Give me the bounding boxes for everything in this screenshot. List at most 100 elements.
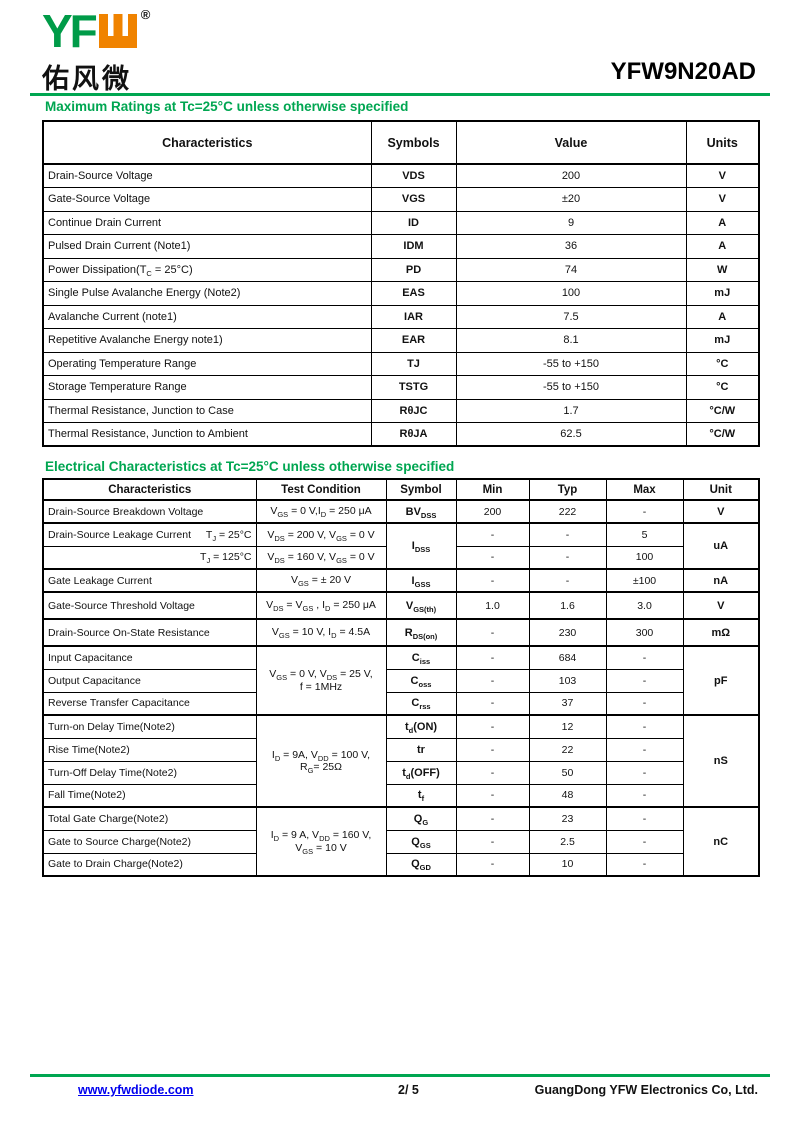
value-cell: 74 xyxy=(455,257,687,282)
typ-cell: 50 xyxy=(528,760,607,785)
typ-cell: 103 xyxy=(528,668,607,693)
symbol-cell: RDS(on) xyxy=(385,618,457,647)
characteristic-cell: Power Dissipation(TC = 25°C) xyxy=(42,257,372,282)
unit-cell: °C/W xyxy=(685,422,760,447)
typ-cell: 222 xyxy=(528,499,607,524)
characteristic-cell: Drain-Source Breakdown Voltage xyxy=(42,499,257,524)
characteristic-cell: Gate-Source Voltage xyxy=(42,187,372,212)
website-link[interactable]: www.yfwdiode.com xyxy=(78,1083,194,1097)
characteristic-cell: Repetitive Avalanche Energy note1) xyxy=(42,328,372,353)
unit-cell: °C/W xyxy=(685,398,760,423)
table-row: Storage Temperature Range TSTG -55 to +150… xyxy=(42,375,760,400)
unit-cell: °C xyxy=(685,375,760,400)
unit-cell: °C xyxy=(685,351,760,376)
value-cell: 9 xyxy=(455,210,687,235)
characteristic-cell: Rise Time(Note2) xyxy=(42,737,257,762)
symbol-cell: RθJA xyxy=(370,422,457,447)
characteristic-cell: Pulsed Drain Current (Note1) xyxy=(42,234,372,259)
typ-cell: 10 xyxy=(528,852,607,877)
max-cell: - xyxy=(605,714,684,739)
typ-cell: - xyxy=(528,545,607,570)
max-cell: - xyxy=(605,737,684,762)
table-row: Turn-on Delay Time(Note2) ID = 9A, VDD =… xyxy=(42,714,760,808)
max-cell: - xyxy=(605,668,684,693)
typ-cell: 1.6 xyxy=(528,591,607,620)
characteristic-cell: Drain-Source On-State Resistance xyxy=(42,618,257,647)
max-cell: ±100 xyxy=(605,568,684,593)
max-cell: 100 xyxy=(605,545,684,570)
typ-cell: 12 xyxy=(528,714,607,739)
value-cell: 1.7 xyxy=(455,398,687,423)
symbol-cell: Coss xyxy=(385,668,457,693)
condition-label: TJ = 25°C xyxy=(205,528,252,543)
symbol-cell: IGSS xyxy=(385,568,457,593)
page-footer: www.yfwdiode.com 2/ 5 GuangDong YFW Elec… xyxy=(42,1083,758,1097)
symbol-cell: TJ xyxy=(370,351,457,376)
unit-cell: nA xyxy=(682,568,760,593)
test-condition-cell: VDS = 200 V, VGS = 0 V xyxy=(255,522,387,547)
unit-cell: mJ xyxy=(685,328,760,353)
table-row: Output Capacitance Coss - 103 - xyxy=(42,668,759,693)
electrical-characteristics-table: Characteristics Test Condition Symbol Mi… xyxy=(42,478,760,877)
min-cell: - xyxy=(455,760,530,785)
unit-cell: A xyxy=(685,304,760,329)
typ-cell: - xyxy=(528,568,607,593)
electrical-characteristics-heading: Electrical Characteristics at Tc=25°C un… xyxy=(45,459,455,474)
min-cell: 1.0 xyxy=(455,591,530,620)
table-row: Drain-Source Breakdown Voltage VGS = 0 V… xyxy=(42,499,760,524)
table-row: Gate to Drain Charge(Note2) QGD - 10 - xyxy=(42,852,759,877)
characteristic-cell: Operating Temperature Range xyxy=(42,351,372,376)
symbol-cell: VGS(th) xyxy=(385,591,457,620)
min-cell: - xyxy=(455,829,530,854)
characteristic-cell: Gate to Source Charge(Note2) xyxy=(42,829,257,854)
col-symbol: Symbol xyxy=(385,478,457,501)
test-condition-cell: ID = 9A, VDD = 100 V, RG= 25Ω xyxy=(255,714,387,808)
table-row: Avalanche Current (note1) IAR 7.5 A xyxy=(42,304,760,329)
symbol-cell: Ciss xyxy=(385,645,457,670)
symbol-cell: tr xyxy=(385,737,457,762)
symbol-cell: IDSS xyxy=(385,522,457,570)
company-name: GuangDong YFW Electronics Co, Ltd. xyxy=(534,1083,758,1097)
symbol-cell: Crss xyxy=(385,691,457,716)
max-cell: - xyxy=(605,499,684,524)
max-cell: - xyxy=(605,829,684,854)
symbol-cell: EAR xyxy=(370,328,457,353)
unit-cell: nS xyxy=(682,714,760,808)
value-cell: 200 xyxy=(455,163,687,188)
min-cell: - xyxy=(455,714,530,739)
value-cell: -55 to +150 xyxy=(455,375,687,400)
value-cell: -55 to +150 xyxy=(455,351,687,376)
unit-cell: V xyxy=(685,187,760,212)
max-cell: - xyxy=(605,806,684,831)
unit-cell: W xyxy=(685,257,760,282)
unit-cell: mΩ xyxy=(682,618,760,647)
table-row: Input Capacitance VGS = 0 V, VDS = 25 V,… xyxy=(42,645,760,716)
unit-cell: V xyxy=(682,591,760,620)
table-row: Single Pulse Avalanche Energy (Note2) EAS… xyxy=(42,281,760,306)
page-number: 2/ 5 xyxy=(398,1083,419,1097)
min-cell: - xyxy=(455,545,530,570)
min-cell: - xyxy=(455,737,530,762)
typ-cell: 23 xyxy=(528,806,607,831)
characteristic-cell: Avalanche Current (note1) xyxy=(42,304,372,329)
table-row: Repetitive Avalanche Energy note1) EAR 8.1… xyxy=(42,328,760,353)
typ-cell: 22 xyxy=(528,737,607,762)
max-cell: - xyxy=(605,691,684,716)
max-cell: - xyxy=(605,852,684,877)
symbol-cell: VDS xyxy=(370,163,457,188)
col-min: Min xyxy=(455,478,530,501)
characteristic-cell: Drain-Source Voltage xyxy=(42,163,372,188)
symbol-cell: BVDSS xyxy=(385,499,457,524)
max-cell: 3.0 xyxy=(605,591,684,620)
symbol-cell: td(ON) xyxy=(385,714,457,739)
symbol-cell: QGS xyxy=(385,829,457,854)
characteristic-cell: Gate-Source Threshold Voltage xyxy=(42,591,257,620)
col-test-condition: Test Condition xyxy=(255,478,387,501)
table-header-row: Characteristics Symbols Value Units xyxy=(42,120,760,165)
unit-cell: V xyxy=(682,499,760,524)
table-row: Thermal Resistance, Junction to Ambient R… xyxy=(42,422,760,447)
min-cell: - xyxy=(455,618,530,647)
symbol-cell: PD xyxy=(370,257,457,282)
col-value: Value xyxy=(455,120,687,165)
test-condition-cell: ID = 9 A, VDD = 160 V, VGS = 10 V xyxy=(255,806,387,877)
